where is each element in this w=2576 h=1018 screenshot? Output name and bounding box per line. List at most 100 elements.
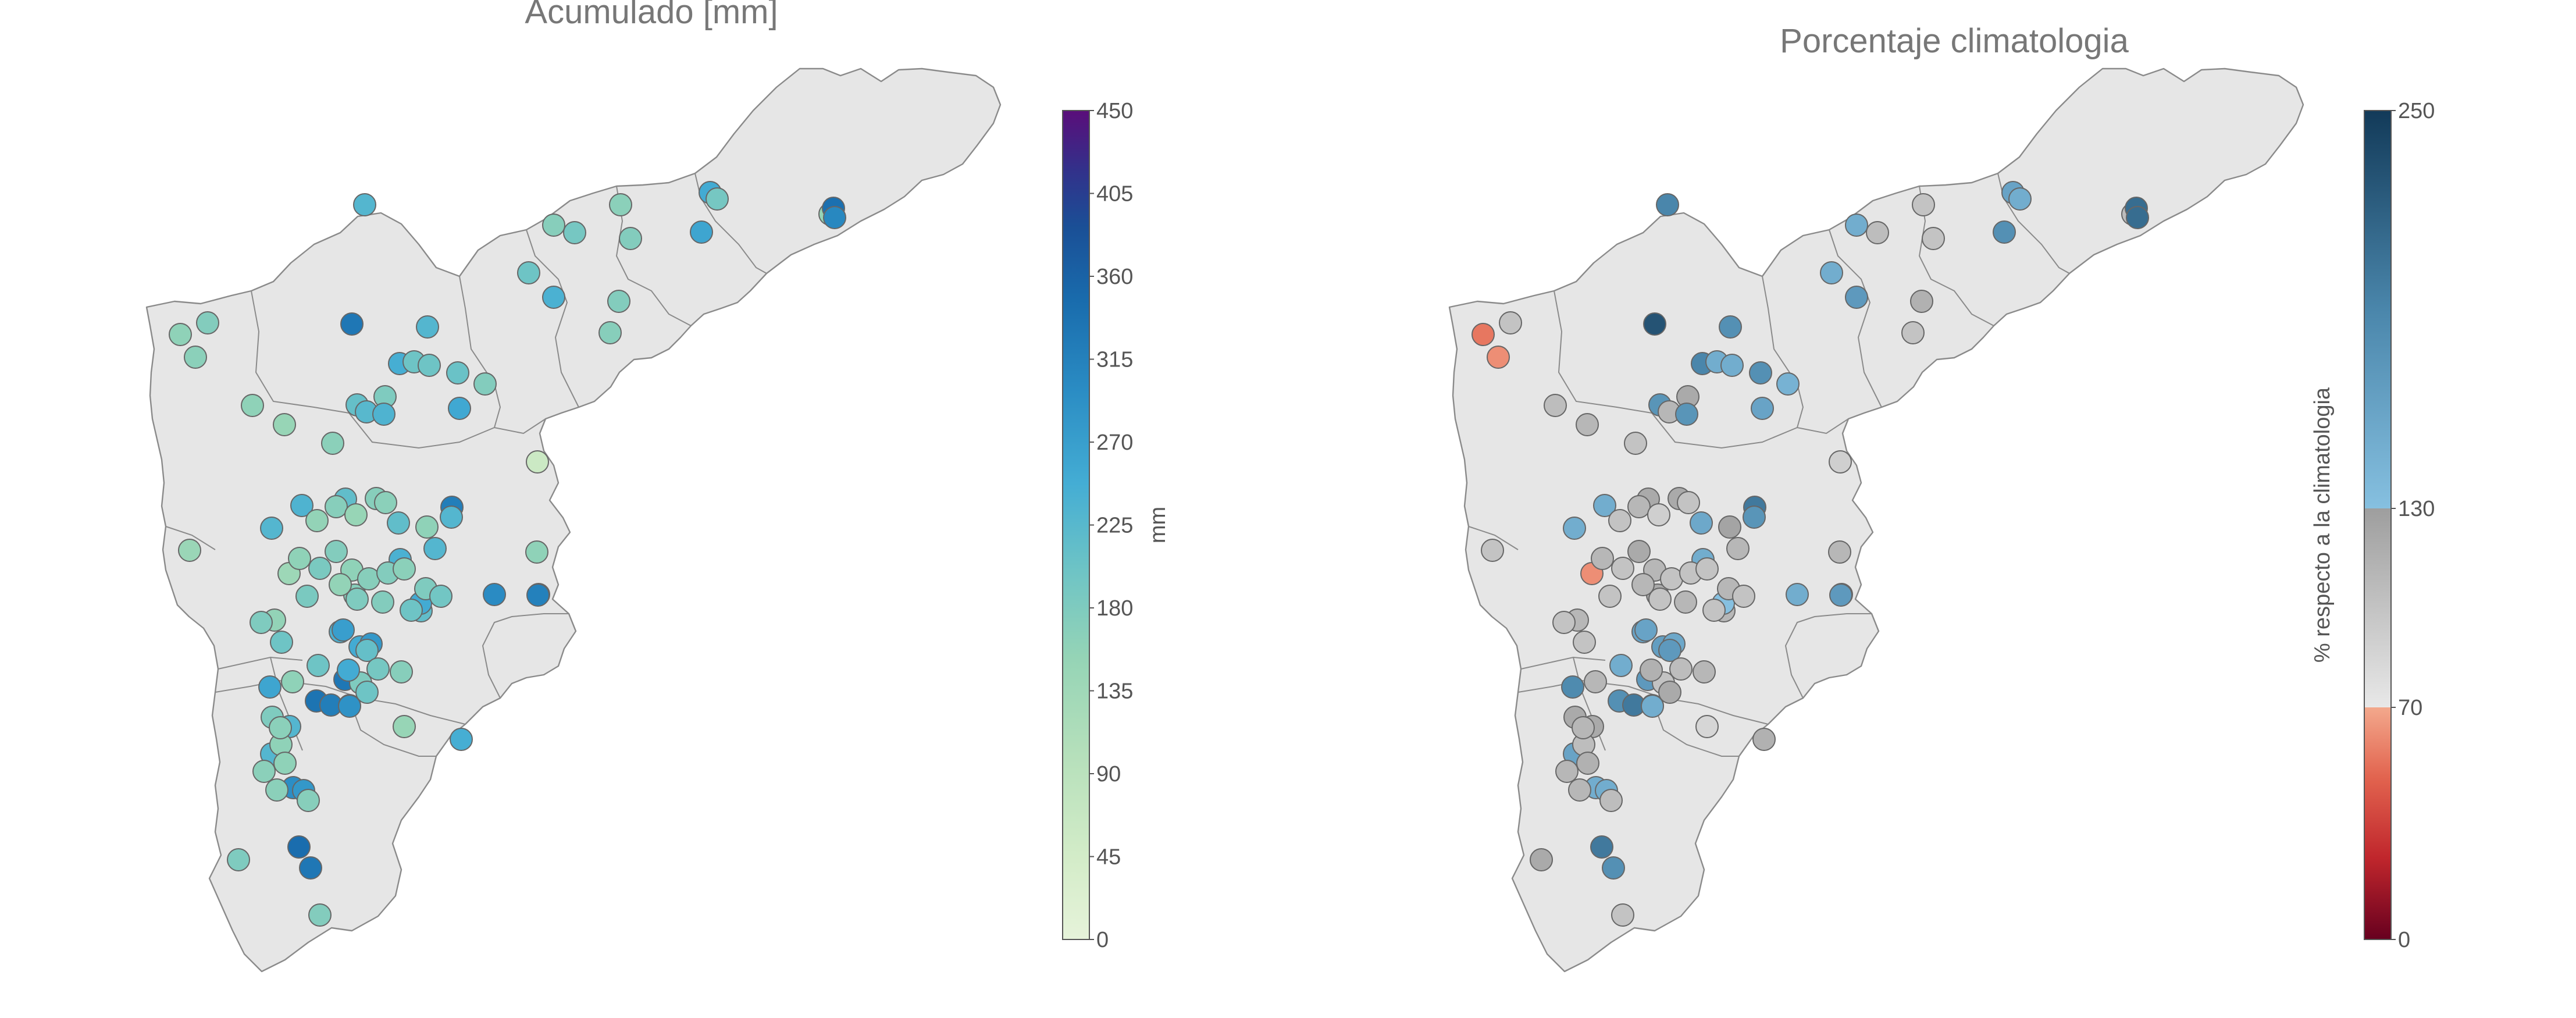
station-marker [287, 835, 311, 859]
station-marker [355, 639, 379, 662]
station-marker [299, 856, 322, 880]
district-boundary [215, 679, 466, 725]
district-boundary [1918, 186, 1994, 326]
station-marker [1743, 506, 1766, 529]
district-boundary [348, 697, 436, 757]
station-marker [184, 346, 207, 369]
station-marker [288, 547, 311, 570]
stations [169, 181, 846, 927]
station-marker [1693, 660, 1716, 684]
colorbar-tick-label: 450 [1096, 99, 1133, 123]
colorbar-tick-label: 180 [1096, 596, 1133, 621]
station-marker [371, 590, 394, 614]
colorbar-tick-label: 0 [1096, 928, 1109, 952]
station-marker [619, 227, 642, 250]
station-marker [607, 290, 630, 313]
station-marker [415, 515, 439, 539]
station-marker [1786, 583, 1809, 606]
station-marker [440, 506, 463, 529]
station-marker [393, 557, 416, 581]
station-marker [1648, 588, 1672, 611]
station-marker [1820, 261, 1843, 284]
colorbar-tick-label: 405 [1096, 182, 1133, 207]
station-marker [1776, 372, 1800, 396]
district-boundary [1651, 697, 1739, 757]
station-marker [372, 403, 396, 426]
station-marker [241, 394, 264, 417]
station-marker [1732, 585, 1755, 608]
station-marker [473, 372, 497, 396]
station-marker [338, 695, 361, 718]
station-marker [1829, 583, 1852, 607]
panel-title: Acumulado [mm] [525, 0, 778, 31]
station-marker [1866, 221, 1889, 244]
station-marker [1573, 631, 1596, 654]
station-marker [1608, 509, 1631, 532]
station-marker [337, 659, 360, 682]
colorbar-label: mm [1146, 507, 1170, 543]
station-marker [1845, 286, 1868, 309]
station-marker [332, 618, 355, 642]
station-marker [1593, 494, 1616, 517]
station-marker [1718, 515, 1741, 539]
station-marker [1922, 227, 1945, 250]
station-marker [1576, 413, 1599, 436]
district-boundary [1520, 656, 1606, 670]
district-boundary [1829, 229, 1882, 408]
station-marker [1719, 315, 1742, 339]
station-marker [1552, 611, 1576, 634]
station-marker [598, 321, 622, 344]
colorbar-segment-above [2364, 111, 2391, 508]
station-marker [609, 193, 632, 216]
station-marker [1695, 715, 1719, 738]
district-boundary [1651, 412, 1849, 449]
station-marker [1590, 835, 1613, 859]
colorbar-label: % respecto a la climatologia [2310, 387, 2335, 663]
station-marker [353, 193, 376, 216]
station-marker [1572, 716, 1595, 739]
colorbar-tick-label: 90 [1096, 762, 1121, 786]
station-marker [1702, 599, 1726, 622]
station-marker [1624, 432, 1647, 455]
station-marker [270, 631, 293, 654]
station-marker [418, 354, 441, 377]
station-marker [1726, 537, 1750, 560]
map-panel-2: Porcentaje climatologia 250 130 70 0 % respec… [1448, 22, 2435, 973]
station-marker [290, 494, 313, 517]
station-marker [308, 903, 332, 927]
colorbar-segment-normal [2364, 508, 2391, 707]
station-marker [1563, 517, 1586, 540]
station-marker [1611, 903, 1634, 927]
station-marker [1912, 193, 1935, 216]
station-marker [260, 517, 283, 540]
station-marker [1598, 585, 1622, 608]
station-marker [1481, 539, 1504, 562]
station-marker [1631, 573, 1655, 596]
station-marker [1544, 394, 1567, 417]
district-boundary [348, 412, 546, 449]
station-marker [273, 752, 297, 775]
station-marker [429, 585, 453, 608]
station-marker [1720, 354, 1744, 377]
station-marker [305, 509, 329, 532]
station-marker [281, 670, 304, 693]
district-boundary [251, 290, 350, 414]
station-marker [1530, 848, 1553, 871]
station-marker [252, 760, 276, 783]
station-marker [1499, 311, 1522, 334]
region-map [1448, 67, 2304, 973]
colorbar-tick-label: 135 [1096, 679, 1133, 704]
station-marker [1674, 590, 1697, 614]
station-marker [387, 511, 410, 535]
station-marker [1749, 361, 1772, 385]
colorbar-tick-label: 270 [1096, 430, 1133, 455]
station-marker [2126, 206, 2149, 229]
colorbar-gradient [1062, 110, 1090, 940]
station-marker [1669, 657, 1693, 681]
district-boundary [1762, 276, 1804, 428]
station-marker [325, 540, 348, 563]
colorbar-tick-label: 45 [1096, 845, 1121, 870]
district-boundary [1784, 613, 1872, 699]
